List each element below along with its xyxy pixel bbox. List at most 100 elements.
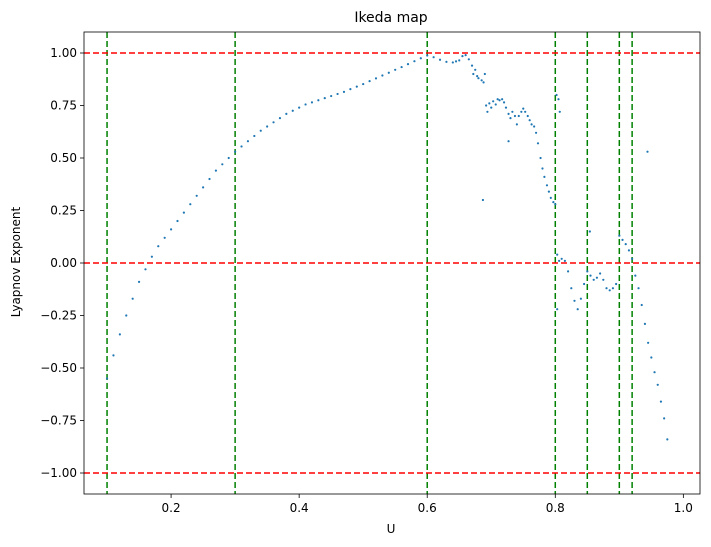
data-point xyxy=(330,94,333,98)
data-point xyxy=(650,356,653,359)
data-point xyxy=(556,253,559,256)
data-point xyxy=(472,72,475,76)
data-point xyxy=(533,125,536,128)
data-point xyxy=(426,54,429,57)
data-point xyxy=(528,119,531,122)
data-point xyxy=(554,203,557,206)
x-tick-label: 0.6 xyxy=(418,501,437,515)
data-point xyxy=(278,117,282,120)
data-point xyxy=(470,64,474,67)
data-point xyxy=(253,134,256,138)
plot-area xyxy=(84,32,700,494)
data-point xyxy=(605,287,608,290)
data-point xyxy=(169,228,173,231)
data-point xyxy=(105,377,109,380)
data-point xyxy=(592,278,595,281)
chart-title: Ikeda map xyxy=(354,10,427,26)
data-point xyxy=(498,99,501,102)
data-point xyxy=(374,77,378,80)
data-point xyxy=(522,107,525,110)
y-tick-label: 0.00 xyxy=(50,256,77,270)
data-point xyxy=(517,114,520,118)
data-point xyxy=(483,72,486,76)
data-point xyxy=(486,110,489,113)
data-point xyxy=(349,88,352,91)
data-point xyxy=(482,81,485,84)
y-tick-label: −0.75 xyxy=(40,414,77,428)
x-tick-label: 0.8 xyxy=(546,501,565,515)
data-point xyxy=(526,114,529,118)
data-point xyxy=(547,190,550,193)
data-point xyxy=(298,106,301,109)
data-point xyxy=(501,98,504,101)
scatter-points xyxy=(105,54,669,441)
data-point xyxy=(511,110,514,113)
y-tick-label: 0.50 xyxy=(50,151,77,165)
data-point xyxy=(246,140,250,143)
y-tick-label: 1.00 xyxy=(50,46,77,60)
data-point xyxy=(509,117,512,120)
data-point xyxy=(557,98,560,101)
data-point xyxy=(646,150,649,153)
data-point xyxy=(611,287,615,290)
data-point xyxy=(413,60,416,63)
data-point xyxy=(432,56,435,59)
data-point xyxy=(520,110,523,113)
data-point xyxy=(214,169,218,172)
data-point xyxy=(481,198,485,202)
data-point xyxy=(125,314,128,317)
data-point xyxy=(451,61,454,64)
data-point xyxy=(304,103,307,106)
data-point xyxy=(381,74,384,77)
data-point xyxy=(494,103,497,106)
data-point xyxy=(560,257,563,260)
data-point xyxy=(259,129,262,132)
data-point xyxy=(221,163,224,166)
y-tick-label: 0.25 xyxy=(50,204,77,218)
data-point xyxy=(595,276,599,279)
data-point xyxy=(323,97,326,100)
data-point xyxy=(536,142,540,145)
data-point xyxy=(515,123,518,126)
data-point xyxy=(394,68,397,71)
data-point xyxy=(150,255,153,258)
data-point xyxy=(608,289,611,292)
data-point xyxy=(558,259,561,262)
data-point xyxy=(589,274,592,277)
data-point xyxy=(355,85,358,88)
x-tick-label: 0.2 xyxy=(162,501,181,515)
y-tick-label: −1.00 xyxy=(40,466,77,480)
data-point xyxy=(513,114,517,118)
data-point xyxy=(586,270,589,273)
data-point xyxy=(182,211,185,214)
data-point xyxy=(643,322,647,325)
data-point xyxy=(291,109,294,112)
data-point xyxy=(176,219,179,223)
data-point xyxy=(454,60,458,63)
y-tick-label: 0.75 xyxy=(50,99,77,113)
data-point xyxy=(570,287,573,290)
data-point xyxy=(144,268,147,271)
data-point xyxy=(496,98,499,101)
data-point xyxy=(474,68,477,71)
data-point xyxy=(599,272,602,275)
data-point xyxy=(615,282,618,286)
x-axis-label: U xyxy=(387,522,396,536)
data-point xyxy=(555,93,558,97)
data-point xyxy=(208,177,211,181)
data-point xyxy=(507,140,510,143)
data-point xyxy=(637,287,640,290)
data-point xyxy=(234,150,237,153)
data-point xyxy=(549,196,552,199)
data-point xyxy=(195,194,198,197)
data-point xyxy=(588,230,591,233)
data-point xyxy=(285,112,288,115)
data-point xyxy=(602,278,605,281)
data-point xyxy=(640,303,643,307)
data-point xyxy=(647,341,650,344)
data-point xyxy=(507,112,510,115)
data-point xyxy=(137,280,141,283)
data-point xyxy=(541,167,544,170)
data-point xyxy=(573,299,576,302)
